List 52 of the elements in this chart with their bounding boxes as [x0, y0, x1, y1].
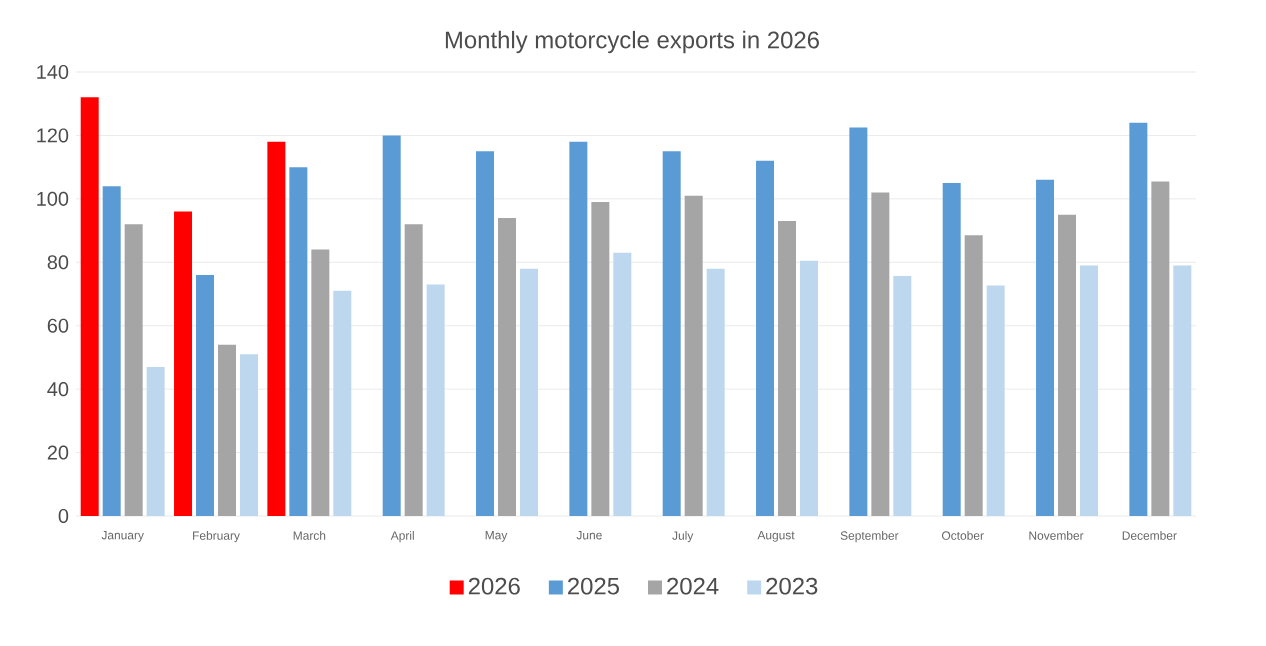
bar	[1036, 179, 1055, 516]
legend-label: 2024	[667, 577, 719, 595]
bar	[333, 290, 352, 516]
y-tick-label: 100	[37, 191, 69, 206]
legend-label: 2023	[766, 577, 818, 595]
bar	[239, 354, 258, 516]
bar	[893, 275, 912, 516]
bar	[706, 268, 725, 516]
bar	[569, 141, 588, 516]
bar	[613, 252, 632, 516]
bar	[849, 127, 868, 516]
y-tick-label: 40	[47, 382, 69, 397]
bar	[756, 160, 775, 516]
bar	[426, 284, 445, 516]
bar	[519, 268, 538, 516]
bar	[799, 260, 818, 516]
bar	[1058, 214, 1077, 516]
bar	[146, 366, 165, 516]
chart-title: Monthly motorcycle exports in 2026	[445, 30, 819, 54]
bar	[964, 235, 983, 516]
y-tick-label: 60	[47, 318, 69, 333]
y-tick-label: 140	[37, 64, 69, 80]
bar	[942, 182, 961, 516]
bar	[1129, 122, 1148, 516]
legend-label: 2026	[468, 577, 520, 595]
y-tick-label: 120	[37, 128, 69, 143]
bar	[1151, 181, 1170, 516]
bar	[102, 186, 121, 516]
bar	[382, 135, 401, 516]
bar	[1173, 265, 1192, 516]
y-tick-label: 20	[47, 445, 69, 460]
bar	[404, 224, 423, 516]
y-tick-label: 0	[58, 508, 69, 524]
bar	[196, 274, 215, 516]
bar	[218, 344, 237, 516]
bar	[871, 192, 890, 516]
y-tick-label: 80	[47, 255, 69, 270]
bar	[986, 285, 1005, 516]
bar	[80, 97, 99, 516]
bar	[476, 151, 495, 516]
bar	[498, 217, 517, 516]
bar	[174, 211, 193, 516]
bar	[591, 202, 610, 516]
bar	[778, 221, 797, 516]
bar	[311, 249, 330, 516]
bar	[267, 141, 286, 516]
bar	[684, 195, 703, 516]
bar	[124, 224, 143, 516]
bar	[289, 167, 308, 516]
bar	[662, 151, 681, 516]
bar	[1080, 265, 1098, 516]
legend-label: 2025	[568, 577, 619, 595]
